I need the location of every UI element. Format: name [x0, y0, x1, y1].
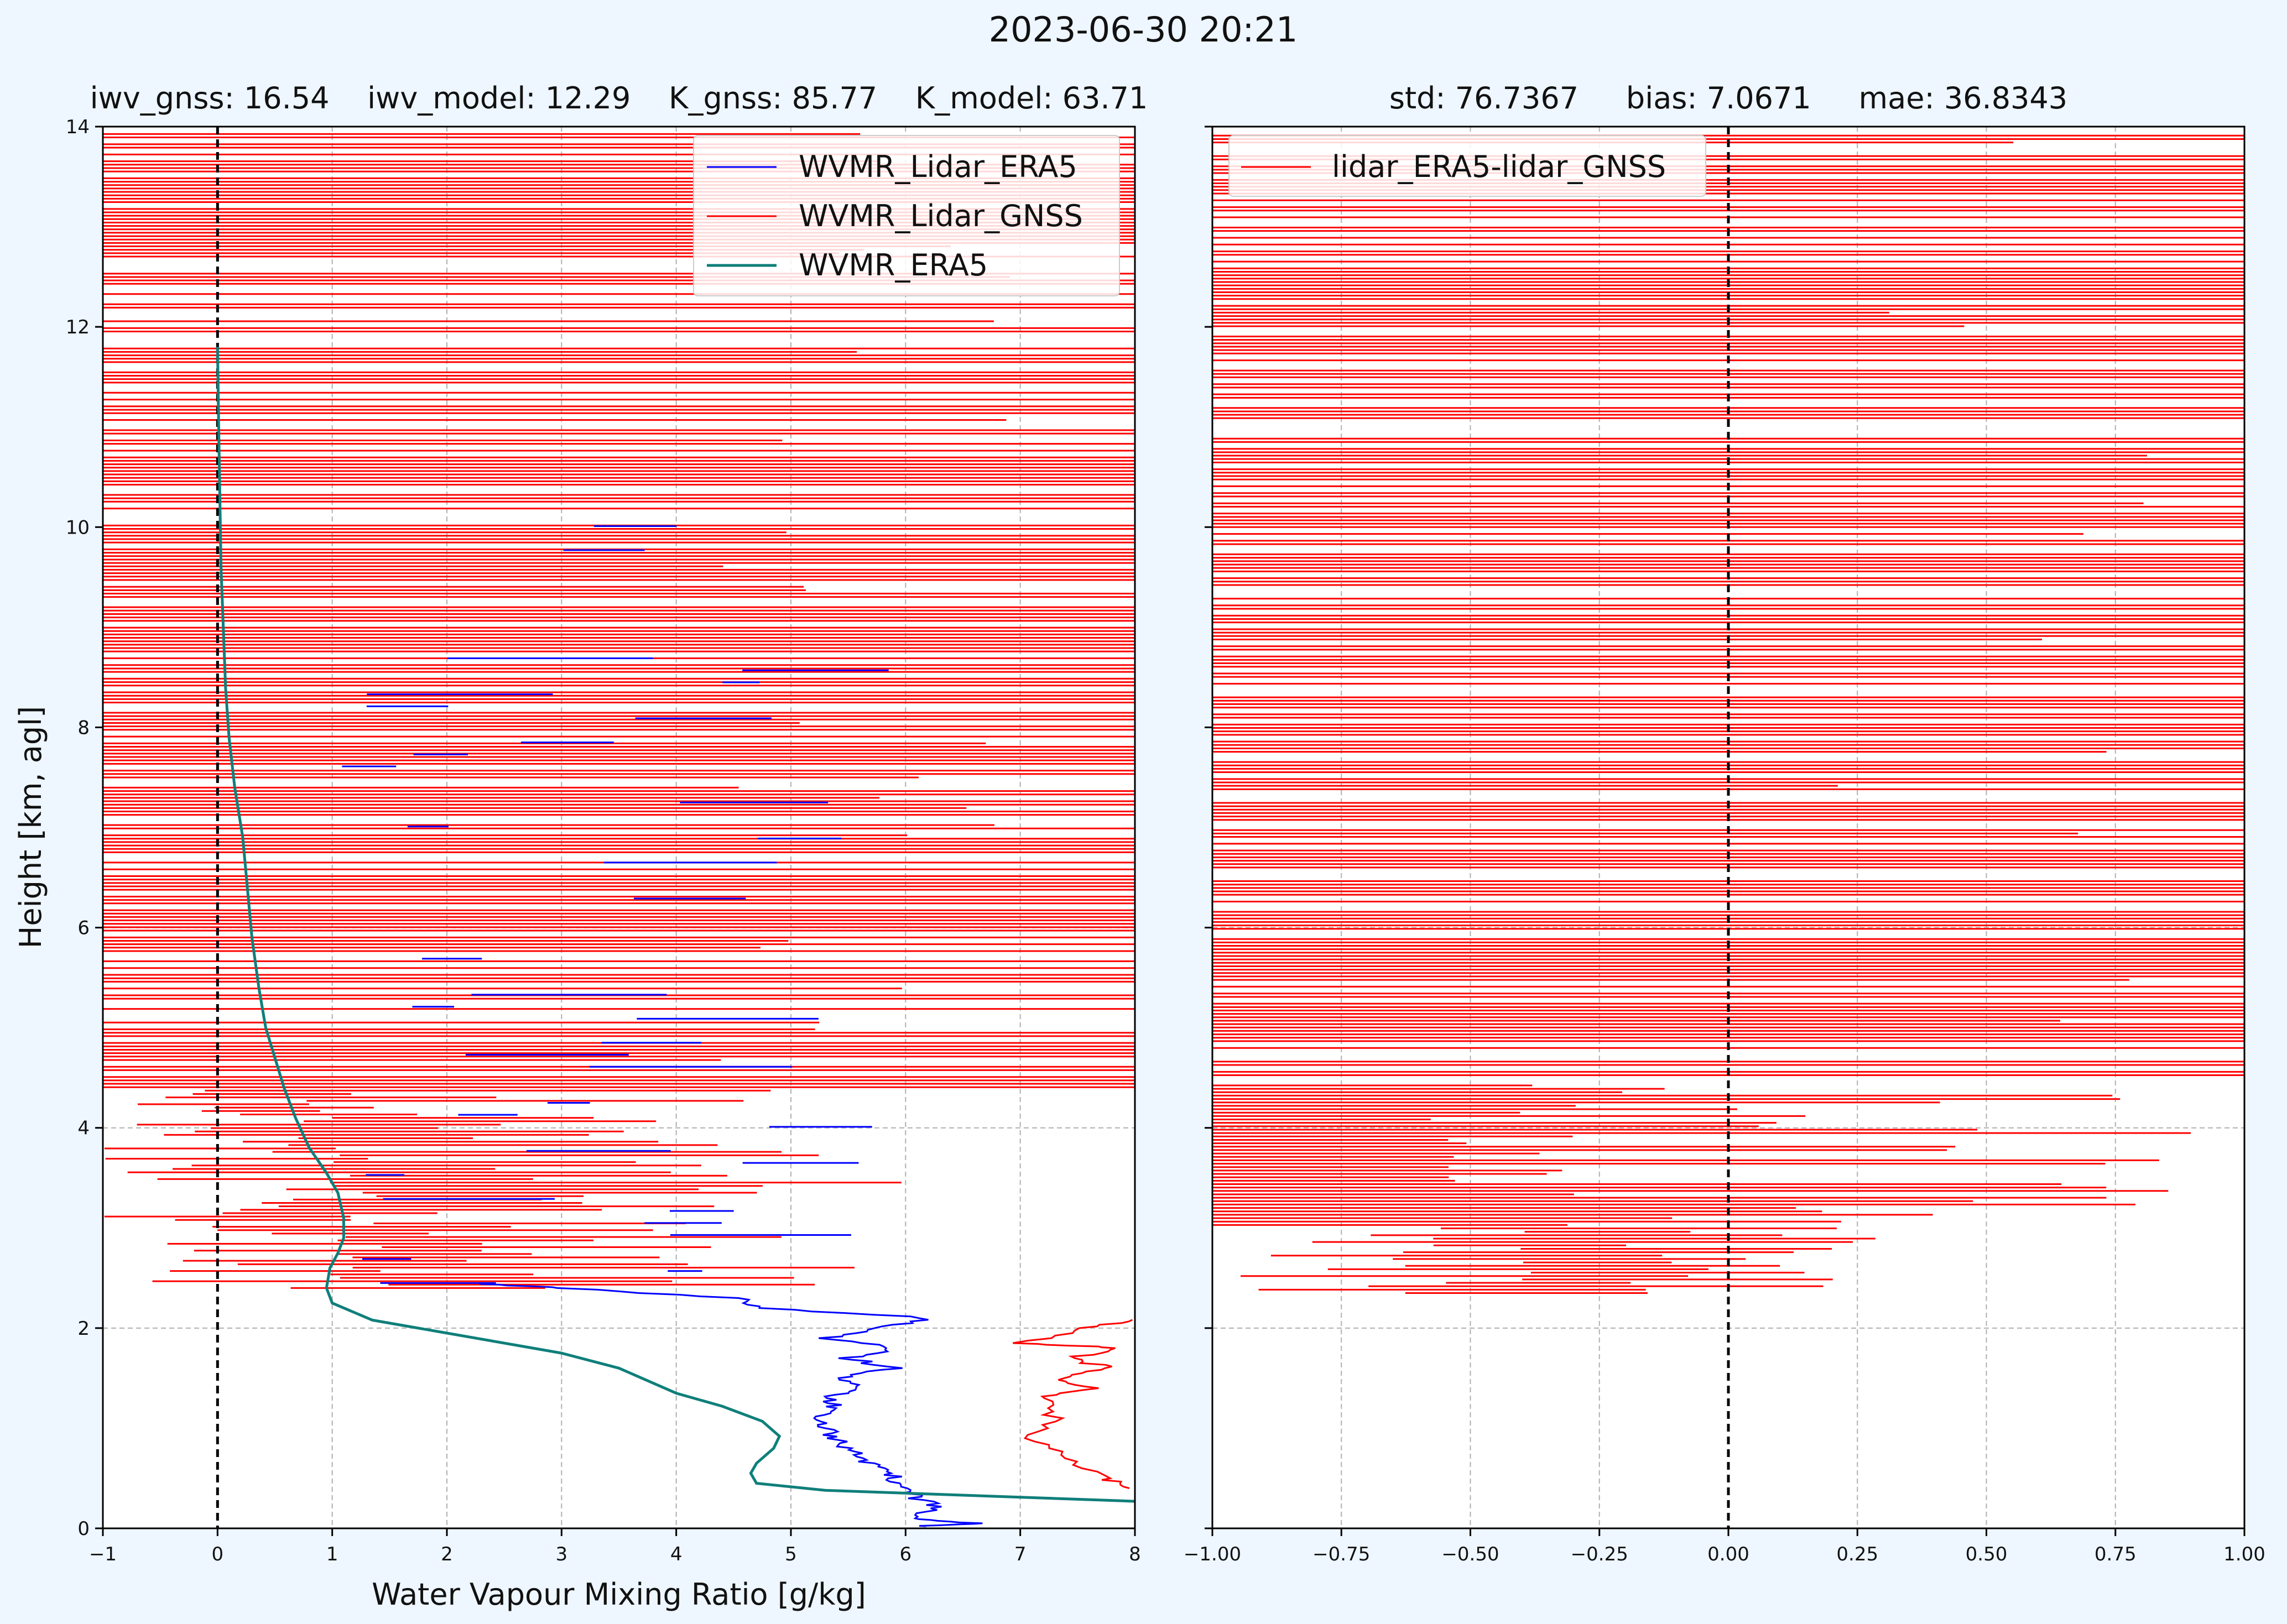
y-tick-label: 8: [77, 717, 90, 739]
right-ticks: −1.00 −0.75 −0.50 −0.25 0.00 0.25 0.50 0.75 1.00: [1184, 126, 2265, 1565]
x-tick-label: 0.00: [1707, 1543, 1749, 1565]
right-panel: −1.00 −0.75 −0.50 −0.25 0.00 0.25 0.50 0.75 1.00…: [1184, 81, 2265, 1565]
x-tick-label: 0: [212, 1543, 224, 1565]
x-tick-label: −0.75: [1312, 1543, 1370, 1565]
x-tick-label: 0.75: [2095, 1543, 2137, 1565]
left-axes-frame: [102, 126, 1136, 1529]
left-lidar-lower-profiles: [479, 1283, 1133, 1527]
x-tick-label: 8: [1129, 1543, 1141, 1565]
legend-label-lidar-era5: WVMR_Lidar_ERA5: [799, 149, 1077, 184]
left-panel-title: iwv_gnss: 16.54 iwv_model: 12.29 K_gnss:…: [90, 81, 1148, 116]
x-tick-label: 5: [785, 1543, 797, 1565]
y-tick-label: 0: [77, 1518, 90, 1540]
x-tick-label: 0.25: [1836, 1543, 1878, 1565]
x-tick-label: −1: [89, 1543, 117, 1565]
y-tick-label: 6: [77, 917, 90, 939]
y-tick-label: 14: [66, 116, 90, 138]
legend-label-era5: WVMR_ERA5: [799, 248, 988, 283]
x-tick-label: 1.00: [2223, 1543, 2265, 1565]
x-tick-label: −0.25: [1571, 1543, 1628, 1565]
x-tick-label: 6: [900, 1543, 912, 1565]
x-tick-label: 7: [1014, 1543, 1027, 1565]
wvmr-era5-line: [216, 347, 1135, 1503]
y-tick-label: 12: [66, 316, 90, 338]
right-legend: lidar_ERA5-lidar_GNSS: [1228, 135, 1706, 197]
x-tick-label: 1: [326, 1543, 338, 1565]
right-legend-box: [1228, 135, 1706, 197]
left-x-axis-label: Water Vapour Mixing Ratio [g/kg]: [372, 1577, 866, 1612]
x-tick-label: 3: [556, 1543, 568, 1565]
left-lidar-segments: [103, 133, 1135, 1289]
wvmr-lidar-era5-line: [479, 1283, 983, 1527]
left-legend: WVMR_Lidar_ERA5 WVMR_Lidar_GNSS WVMR_ERA…: [693, 135, 1120, 296]
x-tick-label: 4: [670, 1543, 683, 1565]
left-plot-area: [103, 127, 1135, 1528]
x-tick-label: −0.50: [1441, 1543, 1499, 1565]
legend-label-lidar-gnss: WVMR_Lidar_GNSS: [799, 199, 1083, 233]
y-tick-label: 4: [77, 1118, 90, 1140]
legend-label-difference: lidar_ERA5-lidar_GNSS: [1332, 149, 1666, 184]
figure-suptitle: 2023-06-30 20:21: [989, 9, 1298, 50]
x-tick-label: 0.50: [1966, 1543, 2008, 1565]
wvmr-lidar-gnss-line: [1013, 1319, 1133, 1490]
y-tick-label: 10: [66, 516, 90, 539]
x-tick-label: 2: [441, 1543, 453, 1565]
right-panel-title: std: 76.7367 bias: 7.0671 mae: 36.8343: [1389, 81, 2067, 116]
y-tick-label: 2: [77, 1318, 90, 1340]
x-tick-label: −1.00: [1184, 1543, 1241, 1565]
left-y-axis-label: Height [km, agl]: [13, 706, 48, 948]
left-legend-box: [693, 135, 1120, 296]
